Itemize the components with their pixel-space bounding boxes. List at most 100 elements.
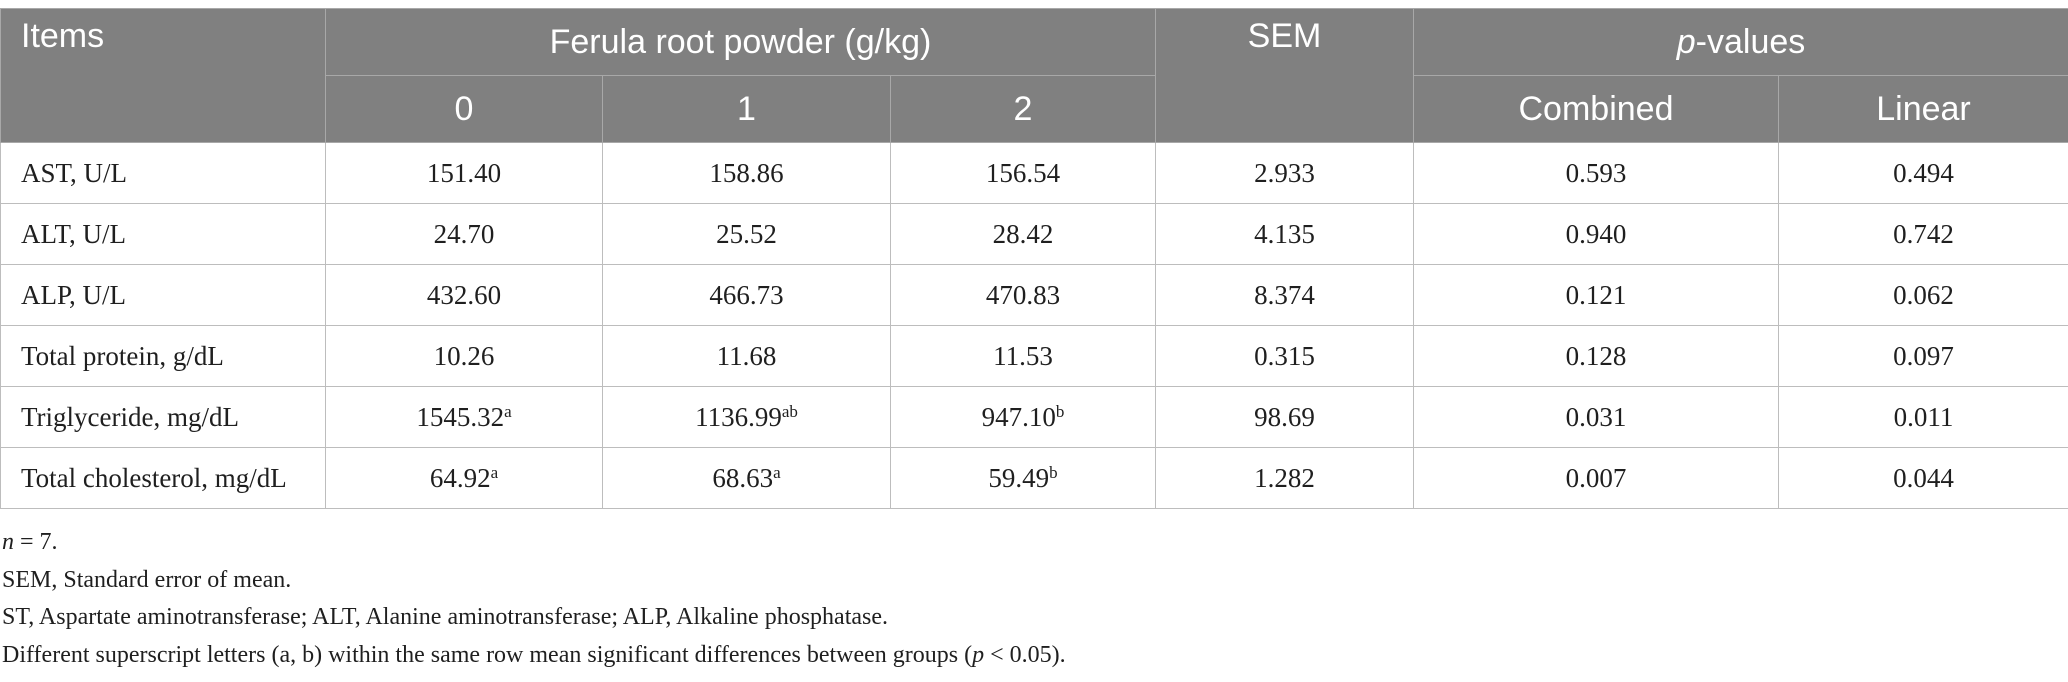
footnote-sem: SEM, Standard error of mean.	[2, 566, 292, 593]
cell-value: 10.26	[433, 340, 495, 371]
level-2-cell: 59.49b	[890, 447, 1156, 509]
sem-cell: 4.135	[1155, 203, 1414, 265]
cell-value: 4.135	[1254, 218, 1315, 249]
footnote-n: n = 7.	[2, 524, 1066, 562]
footnotes: n = 7. SEM, Standard error of mean. ST, …	[2, 524, 1066, 674]
cell-value: 1136.99	[695, 401, 782, 432]
cell-value: 8.374	[1254, 279, 1315, 310]
p-italic: p	[1676, 22, 1696, 61]
cell-value: Total protein, g/dL	[21, 340, 224, 371]
level-1-header: 1	[602, 75, 891, 143]
level-0-cell: 151.40	[325, 142, 603, 204]
cell-value: 0.011	[1893, 401, 1954, 432]
table-row: ALP, U/L 432.60 466.73 470.83 8.374 0.121 0.06…	[0, 264, 2068, 326]
sup-note-before: Different superscript letters (a, b) wit…	[2, 641, 973, 668]
cell-value: AST, U/L	[21, 157, 127, 188]
table-row: ALT, U/L 24.70 25.52 28.42 4.135 0.940 0.742	[0, 203, 2068, 265]
cell-value: 0.121	[1565, 279, 1627, 310]
items-header: Items	[0, 8, 326, 143]
cell-value: 11.53	[993, 340, 1053, 371]
significance-superscript: b	[1049, 462, 1058, 482]
p-values-header: p-values	[1413, 8, 2068, 76]
linear-header: Linear	[1778, 75, 2068, 143]
cell-value: 1545.32	[416, 401, 505, 432]
significance-superscript: a	[490, 462, 499, 482]
level-1-cell: 11.68	[602, 325, 891, 387]
level-2-header: 2	[890, 75, 1156, 143]
cell-value: Triglyceride, mg/dL	[21, 401, 239, 432]
cell-value: 11.68	[716, 340, 777, 371]
level-0-header: 0	[325, 75, 603, 143]
row-label-cell: ALP, U/L	[0, 264, 326, 326]
cell-value: 68.63	[712, 462, 774, 493]
cell-value: Total cholesterol, mg/dL	[21, 462, 287, 493]
cell-value: 0.593	[1565, 157, 1627, 188]
significance-superscript: a	[773, 462, 781, 482]
sem-cell: 98.69	[1155, 386, 1414, 448]
combined-header: Combined	[1413, 75, 1779, 143]
table-body: AST, U/L 151.40 158.86 156.54 2.933 0.593 0.49…	[0, 142, 2068, 509]
cell-value: 0.742	[1893, 218, 1954, 249]
header-row-1: Items Ferula root powder (g/kg) SEM p-va…	[0, 8, 2068, 143]
cell-value: 470.83	[985, 279, 1061, 310]
header-row-2: 0 1 2 Combined Linear	[1, 75, 2068, 143]
cell-value: 1.282	[1254, 462, 1315, 493]
table-row: Total cholesterol, mg/dL 64.92a 68.63a 59.4…	[0, 447, 2068, 509]
level-0-cell: 24.70	[325, 203, 603, 265]
sem-cell: 2.933	[1155, 142, 1414, 204]
row-label-cell: Total protein, g/dL	[0, 325, 326, 387]
cell-value: 98.69	[1254, 401, 1315, 432]
cell-value: 25.52	[716, 218, 777, 249]
level-1-cell: 466.73	[602, 264, 891, 326]
cell-value: ALP, U/L	[21, 279, 127, 310]
row-label-cell: Triglyceride, mg/dL	[0, 386, 326, 448]
linear-p-cell: 0.044	[1778, 447, 2068, 509]
cell-value: 64.92	[429, 462, 491, 493]
cell-value: 2.933	[1254, 157, 1315, 188]
footnote-superscript: Different superscript letters (a, b) wit…	[2, 637, 1066, 675]
level-2-cell: 11.53	[890, 325, 1156, 387]
table-row: Total protein, g/dL 10.26 11.68 11.53 0.315 0…	[0, 325, 2068, 387]
level-0-cell: 10.26	[325, 325, 603, 387]
table-row: Triglyceride, mg/dL 1545.32a 1136.99ab 947.…	[0, 386, 2068, 448]
level-1-cell: 158.86	[602, 142, 891, 204]
group-header: Ferula root powder (g/kg)	[325, 8, 1156, 76]
linear-p-cell: 0.494	[1778, 142, 2068, 204]
level-2-cell: 947.10b	[890, 386, 1156, 448]
level-0-cell: 64.92a	[325, 447, 603, 509]
level-2-cell: 470.83	[890, 264, 1156, 326]
significance-superscript: a	[504, 401, 512, 421]
n-italic: n	[2, 529, 14, 555]
significance-superscript: ab	[781, 401, 798, 421]
combined-p-cell: 0.128	[1413, 325, 1779, 387]
footnote-abbreviations: ST, Aspartate aminotransferase; ALT, Ala…	[2, 604, 889, 630]
level-1-cell: 68.63a	[602, 447, 891, 509]
cell-value: ALT, U/L	[21, 218, 126, 249]
cell-value: 0.128	[1565, 340, 1627, 371]
n-rest: = 7.	[14, 529, 58, 555]
level-1-cell: 1136.99ab	[602, 386, 891, 448]
cell-value: 466.73	[709, 279, 784, 310]
combined-p-cell: 0.593	[1413, 142, 1779, 204]
sem-cell: 0.315	[1155, 325, 1414, 387]
combined-p-cell: 0.031	[1413, 386, 1779, 448]
sem-header: SEM	[1155, 8, 1414, 143]
linear-p-cell: 0.062	[1778, 264, 2068, 326]
sup-note-italic: p	[972, 641, 985, 668]
sup-note-after: < 0.05).	[984, 641, 1066, 668]
cell-value: 151.40	[426, 157, 502, 188]
cell-value: 947.10	[981, 401, 1056, 432]
cell-value: 432.60	[426, 279, 502, 310]
cell-value: 59.49	[988, 462, 1050, 493]
cell-value: 0.315	[1254, 340, 1315, 371]
level-0-cell: 1545.32a	[325, 386, 603, 448]
results-table: Items Ferula root powder (g/kg) SEM p-va…	[0, 8, 2068, 509]
level-1-cell: 25.52	[602, 203, 891, 265]
combined-p-cell: 0.121	[1413, 264, 1779, 326]
cell-value: 156.54	[985, 157, 1061, 188]
row-label-cell: Total cholesterol, mg/dL	[0, 447, 326, 509]
significance-superscript: b	[1055, 401, 1065, 421]
cell-value: 0.007	[1565, 462, 1627, 493]
cell-value: 28.42	[992, 218, 1054, 249]
cell-value: 24.70	[433, 218, 495, 249]
